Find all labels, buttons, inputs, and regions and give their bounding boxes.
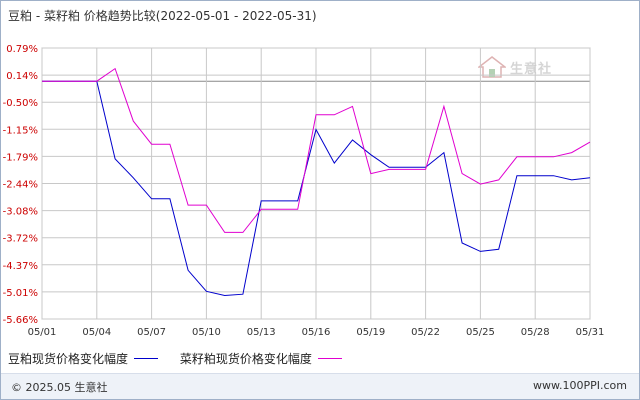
x-tick-label: 05/01 (28, 327, 57, 338)
x-axis-labels: 05/01 05/04 05/07 05/10 05/13 05/16 05/19 05/22… (28, 327, 605, 338)
y-tick-label: 0.14% (6, 71, 38, 82)
x-tick-label: 05/16 (302, 327, 331, 338)
y-tick-label: -1.79% (3, 152, 38, 163)
y-tick-label: -3.08% (3, 207, 38, 218)
line-chart: 0.79% 0.14% -0.50% -1.15% -1.79% -2.44% -3.08%… (3, 44, 605, 338)
legend-label-soymeal: 豆粕现货价格变化幅度 (8, 352, 129, 366)
watermark: 生意社 (478, 56, 552, 78)
x-tick-label: 05/19 (356, 327, 385, 338)
legend-swatch-soymeal (134, 358, 159, 359)
x-tick-label: 05/25 (466, 327, 495, 338)
x-tick-label: 05/07 (137, 327, 166, 338)
x-tick-label: 05/31 (576, 327, 605, 338)
house-logo-icon (478, 56, 506, 78)
y-tick-label: -5.01% (3, 288, 38, 299)
footer-copyright: © 2025.05 生意社 (11, 381, 108, 394)
legend-item-soymeal: 豆粕现货价格变化幅度 (8, 350, 159, 367)
legend-swatch-rapeseed (317, 358, 342, 359)
chart-title: 豆粕 - 菜籽粕 价格趋势比较(2022-05-01 - 2022-05-31) (8, 9, 317, 23)
y-tick-label: -4.37% (3, 261, 38, 272)
legend-item-rapeseed: 菜籽粕现货价格变化幅度 (180, 350, 342, 367)
y-tick-label: 0.79% (6, 44, 38, 55)
legend: 豆粕现货价格变化幅度 菜籽粕现货价格变化幅度 (8, 350, 360, 367)
y-axis-labels: 0.79% 0.14% -0.50% -1.15% -1.79% -2.44% -3.08%… (3, 44, 38, 326)
x-tick-label: 05/10 (192, 327, 221, 338)
series-layer (42, 67, 591, 297)
x-tick-label: 05/22 (411, 327, 440, 338)
y-tick-label: -3.72% (3, 234, 38, 245)
footer-website: www.100PPI.com (533, 379, 627, 392)
x-tick-label: 05/04 (82, 327, 111, 338)
x-tick-label: 05/28 (521, 327, 550, 338)
watermark-text: 生意社 (510, 61, 553, 77)
footer: © 2025.05 生意社 www.100PPI.com (1, 373, 639, 399)
y-tick-label: -5.66% (3, 315, 38, 326)
y-tick-label: -0.50% (3, 98, 38, 109)
legend-label-rapeseed: 菜籽粕现货价格变化幅度 (179, 352, 312, 366)
grid-layer (41, 47, 591, 320)
x-tick-label: 05/13 (247, 327, 276, 338)
series-line-soymeal (42, 80, 591, 297)
y-tick-label: -1.15% (3, 125, 38, 136)
y-tick-label: -2.44% (3, 180, 38, 191)
series-line-rapeseed-meal (42, 67, 591, 233)
